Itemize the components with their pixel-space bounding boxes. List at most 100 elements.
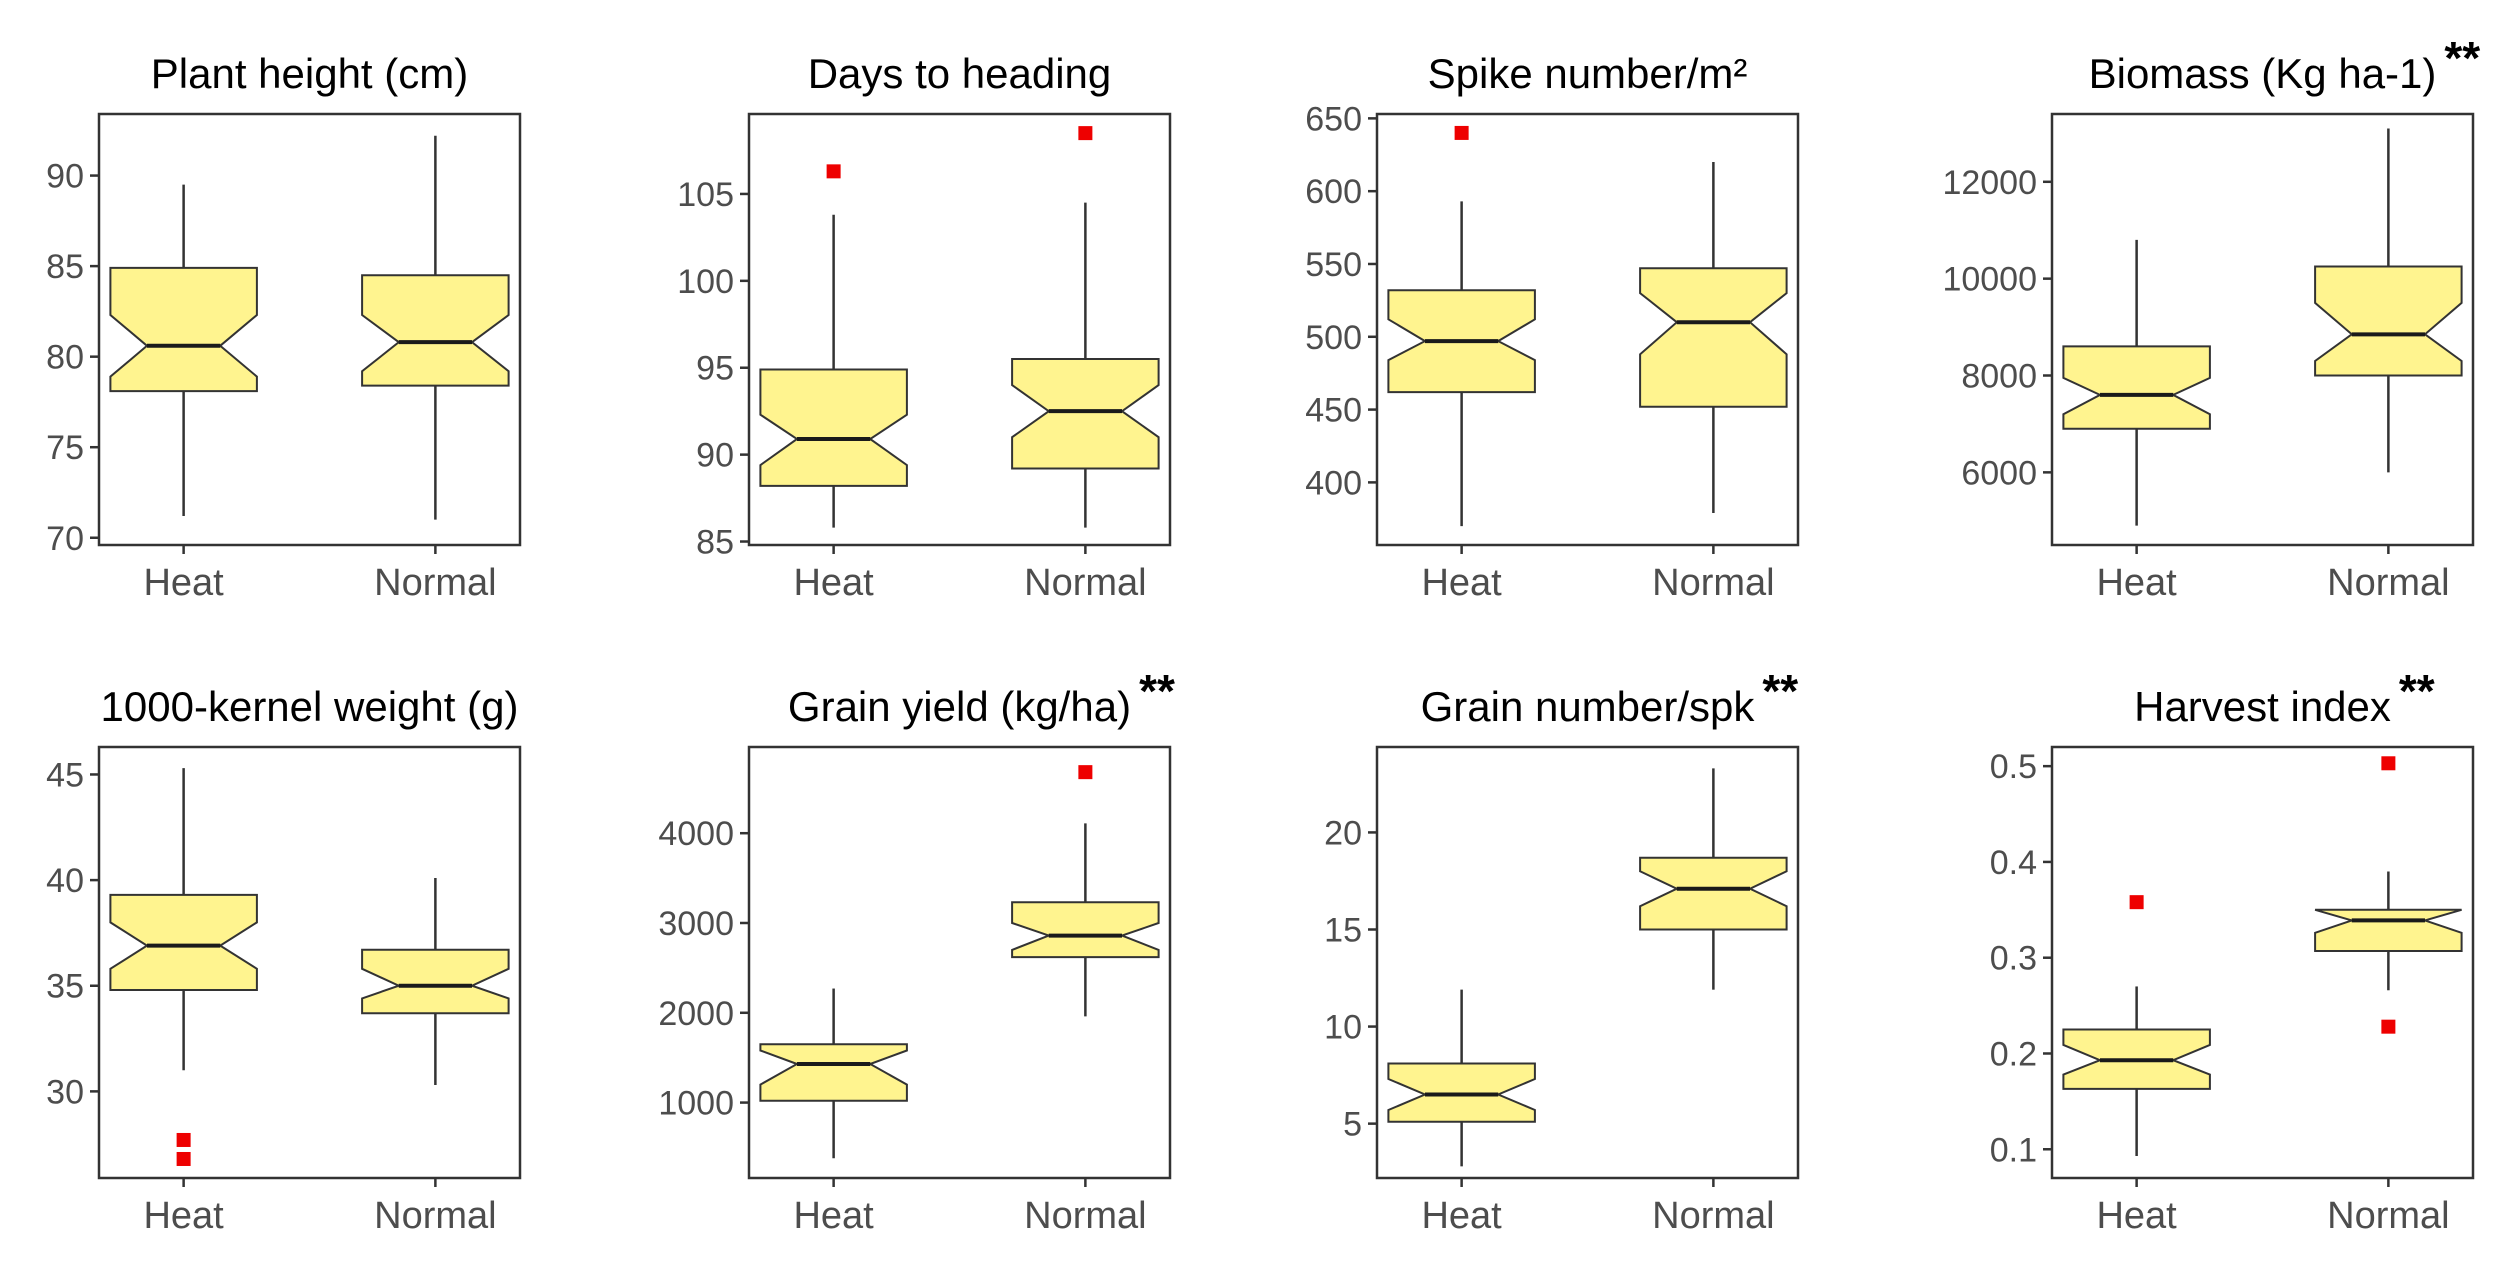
x-tick-label: Heat: [793, 562, 874, 604]
y-tick-label: 80: [46, 339, 84, 377]
y-tick-label: 4000: [658, 815, 734, 853]
notched-box: [2315, 267, 2462, 376]
y-tick-label: 5: [1343, 1106, 1362, 1144]
box-heat: [2063, 895, 2210, 1156]
y-tick-label: 550: [1305, 246, 1362, 284]
outlier-point: [2130, 895, 2144, 909]
y-tick-label: 650: [1305, 100, 1362, 138]
box-heat: [2063, 240, 2210, 526]
y-tick-label: 15: [1324, 911, 1362, 949]
x-tick-label: Heat: [1421, 562, 1502, 604]
box-normal: [2315, 129, 2462, 473]
y-tick-label: 90: [46, 158, 84, 196]
y-tick-label: 85: [46, 248, 84, 286]
notched-box: [1012, 359, 1159, 469]
outlier-point: [177, 1133, 191, 1147]
notched-box: [2315, 910, 2462, 951]
x-tick-label: Normal: [1024, 1195, 1146, 1237]
chart-title: Grain yield (kg/ha): [788, 683, 1131, 730]
chart-panel-8: Harvest index ** 0.1 0.2 0.3 0.4 0.5 Heat Normal: [1990, 665, 2473, 1237]
y-tick-label: 2000: [658, 995, 734, 1033]
chart-title: Spike number/m²: [1428, 50, 1748, 97]
y-tick-label: 450: [1305, 392, 1362, 430]
y-tick-label: 85: [696, 524, 734, 562]
x-tick-label: Normal: [2327, 1195, 2449, 1237]
y-tick-label: 400: [1305, 464, 1362, 502]
y-tick-label: 70: [46, 520, 84, 558]
notched-box: [110, 895, 257, 990]
outlier-point: [827, 164, 841, 178]
box-heat: [1388, 990, 1535, 1167]
y-tick-label: 20: [1324, 814, 1362, 852]
significance-marker: **: [2444, 32, 2480, 84]
panel-frame: [2052, 747, 2473, 1178]
box-normal: [1640, 768, 1787, 989]
y-tick-label: 500: [1305, 319, 1362, 357]
chart-panel-5: 1000-kernel weight (g) 30 35 40 45 Heat Normal: [46, 683, 520, 1237]
x-tick-label: Normal: [374, 1195, 496, 1237]
significance-marker: **: [1139, 665, 1175, 717]
box-heat: [1388, 126, 1535, 526]
y-tick-label: 600: [1305, 173, 1362, 211]
chart-title: Harvest index: [2134, 683, 2391, 730]
notched-box: [2063, 346, 2210, 428]
y-tick-label: 100: [677, 263, 734, 301]
chart-panel-1: Plant height (cm) 70 75 80 85 90 Heat Normal: [46, 50, 520, 604]
box-heat: [760, 164, 907, 527]
chart-title: Biomass (Kg ha-1): [2089, 50, 2437, 97]
y-tick-label: 45: [46, 756, 84, 794]
x-tick-label: Heat: [143, 562, 224, 604]
box-normal: [362, 878, 509, 1085]
y-tick-label: 0.3: [1990, 940, 2037, 978]
chart-title: Days to heading: [808, 50, 1112, 97]
outlier-point: [1078, 126, 1092, 140]
y-tick-label: 30: [46, 1073, 84, 1111]
x-tick-label: Heat: [2096, 1195, 2177, 1237]
x-tick-label: Heat: [1421, 1195, 1502, 1237]
x-tick-label: Heat: [143, 1195, 224, 1237]
outlier-point: [2381, 756, 2395, 770]
notched-box: [1640, 858, 1787, 930]
significance-marker: **: [1762, 665, 1798, 717]
box-normal: [362, 136, 509, 520]
notched-box: [362, 275, 509, 385]
x-tick-label: Normal: [2327, 562, 2449, 604]
outlier-point: [177, 1152, 191, 1166]
notched-box: [362, 950, 509, 1013]
y-tick-label: 35: [46, 968, 84, 1006]
x-tick-label: Heat: [793, 1195, 874, 1237]
y-tick-label: 0.1: [1990, 1131, 2037, 1169]
chart-panel-6: Grain yield (kg/ha) ** 1000 2000 3000 4000 Hea…: [658, 665, 1175, 1237]
y-tick-label: 10: [1324, 1009, 1362, 1047]
outlier-point: [1455, 126, 1469, 140]
y-tick-label: 1000: [658, 1085, 734, 1123]
y-tick-label: 0.4: [1990, 844, 2037, 882]
significance-marker: **: [2399, 665, 2435, 717]
box-heat: [760, 989, 907, 1159]
y-tick-label: 8000: [1961, 358, 2037, 396]
notched-box: [760, 370, 907, 486]
chart-title: Grain number/spk: [1421, 683, 1756, 730]
outlier-point: [2381, 1020, 2395, 1034]
x-tick-label: Normal: [1652, 1195, 1774, 1237]
box-heat: [110, 768, 257, 1166]
y-tick-label: 75: [46, 429, 84, 467]
outlier-point: [1078, 765, 1092, 779]
y-tick-label: 3000: [658, 905, 734, 943]
chart-panel-3: Spike number/m² 400 450 500 550 600 650 Heat Nor…: [1305, 50, 1798, 604]
chart-panel-7: Grain number/spk ** 5 10 15 20 Heat Normal: [1324, 665, 1798, 1237]
chart-title: 1000-kernel weight (g): [101, 683, 519, 730]
y-tick-label: 0.2: [1990, 1035, 2037, 1073]
box-normal: [1012, 765, 1159, 1016]
box-normal: [2315, 756, 2462, 1033]
y-tick-label: 0.5: [1990, 748, 2037, 786]
y-tick-label: 12000: [1942, 164, 2037, 202]
notched-box: [110, 268, 257, 391]
y-tick-label: 40: [46, 862, 84, 900]
chart-title: Plant height (cm): [151, 50, 468, 97]
panel-frame: [749, 747, 1170, 1178]
x-tick-label: Normal: [1024, 562, 1146, 604]
y-tick-label: 90: [696, 437, 734, 475]
y-tick-label: 10000: [1942, 261, 2037, 299]
